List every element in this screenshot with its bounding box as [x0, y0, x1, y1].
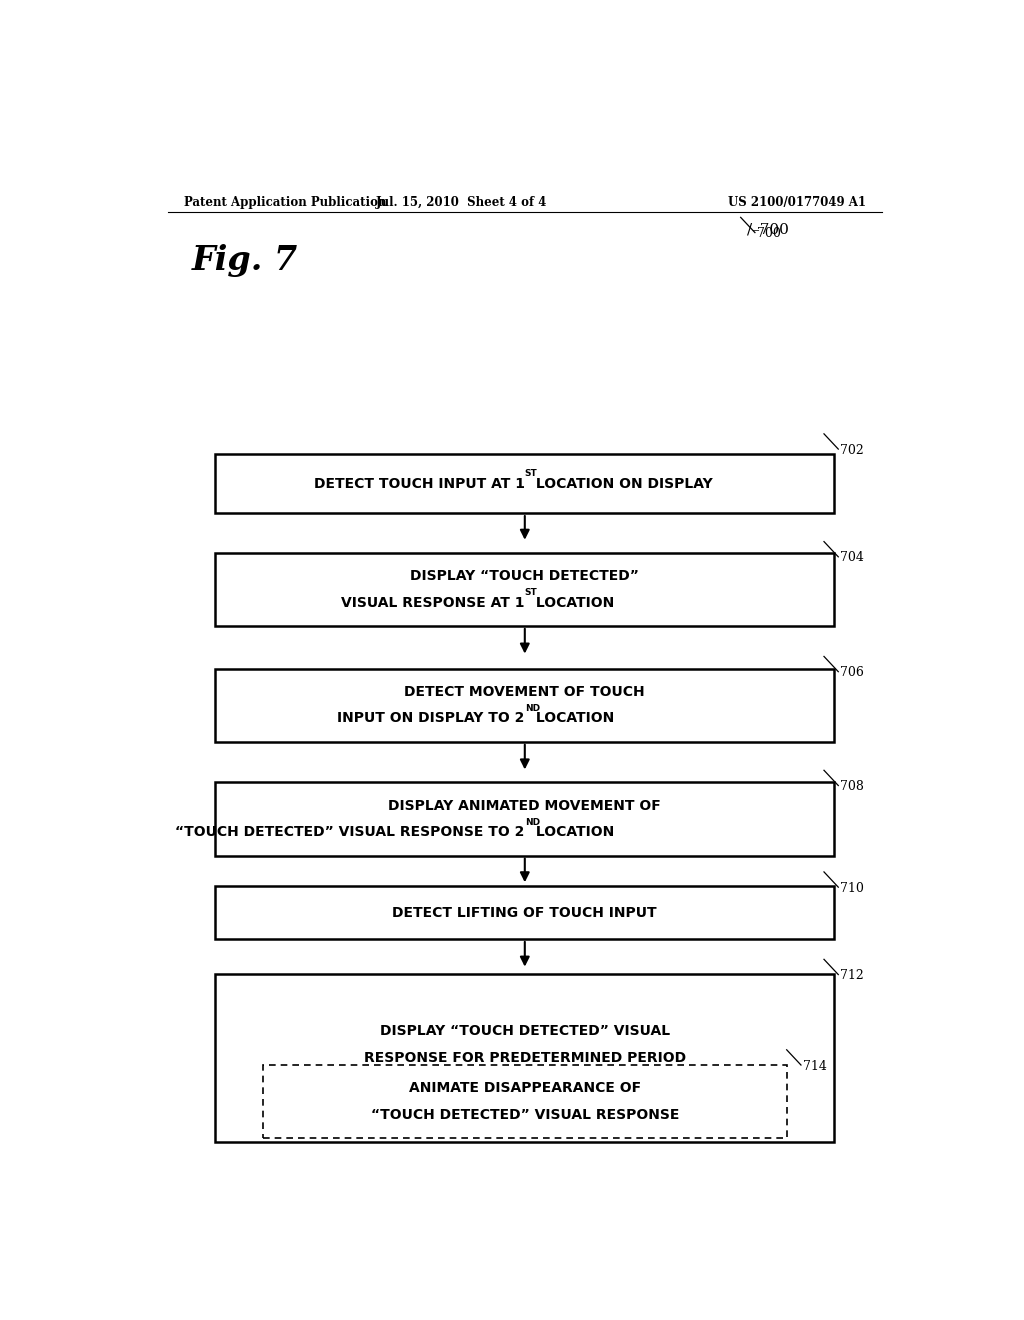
Text: /–700: /–700 — [748, 223, 788, 236]
Text: ND: ND — [524, 817, 540, 826]
Text: DISPLAY “TOUCH DETECTED”: DISPLAY “TOUCH DETECTED” — [411, 569, 639, 583]
Text: DETECT TOUCH INPUT AT 1: DETECT TOUCH INPUT AT 1 — [313, 477, 524, 491]
Bar — [215, 454, 835, 513]
Text: DISPLAY “TOUCH DETECTED” VISUAL: DISPLAY “TOUCH DETECTED” VISUAL — [380, 1024, 670, 1039]
Text: VISUAL RESPONSE AT 1: VISUAL RESPONSE AT 1 — [341, 595, 524, 610]
Text: 714: 714 — [803, 1060, 826, 1073]
Text: 706: 706 — [840, 667, 863, 680]
Text: LOCATION: LOCATION — [531, 595, 614, 610]
Text: RESPONSE FOR PREDETERMINED PERIOD: RESPONSE FOR PREDETERMINED PERIOD — [364, 1051, 686, 1065]
Text: INPUT ON DISPLAY TO 2: INPUT ON DISPLAY TO 2 — [338, 711, 524, 726]
Text: “TOUCH DETECTED” VISUAL RESPONSE TO 2: “TOUCH DETECTED” VISUAL RESPONSE TO 2 — [175, 825, 524, 840]
Text: ND: ND — [524, 704, 540, 713]
Bar — [263, 1065, 786, 1138]
Bar — [215, 783, 835, 855]
Text: LOCATION: LOCATION — [531, 711, 614, 726]
Bar — [215, 553, 835, 626]
Text: 712: 712 — [840, 969, 863, 982]
Text: 702: 702 — [840, 444, 863, 457]
Text: 710: 710 — [840, 882, 863, 895]
Bar — [215, 886, 835, 939]
Text: OF TIME AFTER LIFTING OF TOUCH INPUT: OF TIME AFTER LIFTING OF TOUCH INPUT — [362, 1077, 687, 1092]
Text: DETECT MOVEMENT OF TOUCH: DETECT MOVEMENT OF TOUCH — [404, 685, 645, 700]
Bar — [215, 669, 835, 742]
Text: 704: 704 — [840, 552, 863, 565]
Text: ST: ST — [524, 469, 538, 478]
Text: DISPLAY ANIMATED MOVEMENT OF: DISPLAY ANIMATED MOVEMENT OF — [388, 799, 662, 813]
Text: Fig. 7: Fig. 7 — [191, 244, 298, 277]
Text: DETECT LIFTING OF TOUCH INPUT: DETECT LIFTING OF TOUCH INPUT — [392, 906, 657, 920]
Text: 700: 700 — [757, 227, 780, 240]
Text: Jul. 15, 2010  Sheet 4 of 4: Jul. 15, 2010 Sheet 4 of 4 — [376, 195, 547, 209]
Text: “TOUCH DETECTED” VISUAL RESPONSE: “TOUCH DETECTED” VISUAL RESPONSE — [371, 1107, 679, 1122]
Text: LOCATION: LOCATION — [531, 825, 614, 840]
Text: US 2100/0177049 A1: US 2100/0177049 A1 — [728, 195, 866, 209]
Bar — [215, 974, 835, 1142]
Text: ANIMATE DISAPPEARANCE OF: ANIMATE DISAPPEARANCE OF — [409, 1081, 641, 1096]
Text: 708: 708 — [840, 780, 863, 793]
Text: Patent Application Publication: Patent Application Publication — [183, 195, 386, 209]
Text: LOCATION ON DISPLAY: LOCATION ON DISPLAY — [531, 477, 713, 491]
Text: ST: ST — [524, 587, 538, 597]
